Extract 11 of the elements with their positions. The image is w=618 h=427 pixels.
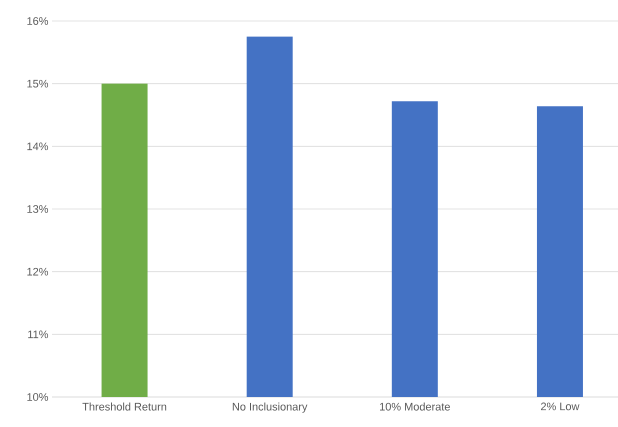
y-tick-label: 14% (27, 142, 48, 150)
x-tick-label: 2% Low (541, 402, 580, 410)
y-tick-label: 12% (27, 268, 48, 276)
y-tick-label: 13% (27, 205, 48, 213)
y-tick-label: 16% (27, 17, 48, 25)
y-tick-label: 15% (27, 80, 48, 88)
y-tick-label: 11% (28, 330, 48, 338)
x-tick-label: No Inclusionary (232, 402, 308, 413)
x-tick-label: 10% Moderate (380, 402, 450, 411)
x-tick-label: Threshold Return (82, 402, 166, 411)
y-tick-label: 10% (27, 393, 48, 401)
